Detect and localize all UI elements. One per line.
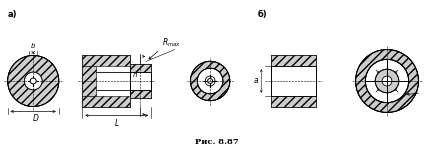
Text: b: b (31, 43, 36, 49)
Text: h: h (132, 72, 137, 78)
Circle shape (197, 68, 223, 94)
Circle shape (382, 76, 392, 86)
Circle shape (8, 55, 59, 107)
PathPatch shape (191, 61, 230, 101)
Bar (271, 96, 316, 107)
Bar (129, 90, 151, 98)
Text: a: a (253, 76, 258, 85)
Bar (82, 66, 96, 96)
Circle shape (191, 61, 230, 101)
Bar (271, 55, 316, 107)
Bar (129, 64, 151, 98)
Text: Рис. 8.87: Рис. 8.87 (195, 138, 239, 146)
Text: D: D (33, 114, 39, 123)
Bar (82, 55, 129, 66)
Circle shape (24, 72, 42, 90)
Bar (82, 96, 129, 107)
PathPatch shape (355, 50, 418, 112)
Bar (129, 64, 151, 72)
PathPatch shape (8, 55, 59, 107)
Text: а): а) (8, 10, 17, 19)
Bar (271, 55, 316, 66)
Text: L: L (115, 119, 119, 128)
Bar (82, 55, 129, 107)
Circle shape (207, 79, 213, 83)
Text: б): б) (257, 10, 267, 19)
Circle shape (30, 78, 36, 84)
Circle shape (375, 69, 399, 93)
Text: $R_{max}$: $R_{max}$ (162, 36, 181, 49)
Circle shape (355, 50, 418, 112)
Circle shape (365, 59, 409, 103)
